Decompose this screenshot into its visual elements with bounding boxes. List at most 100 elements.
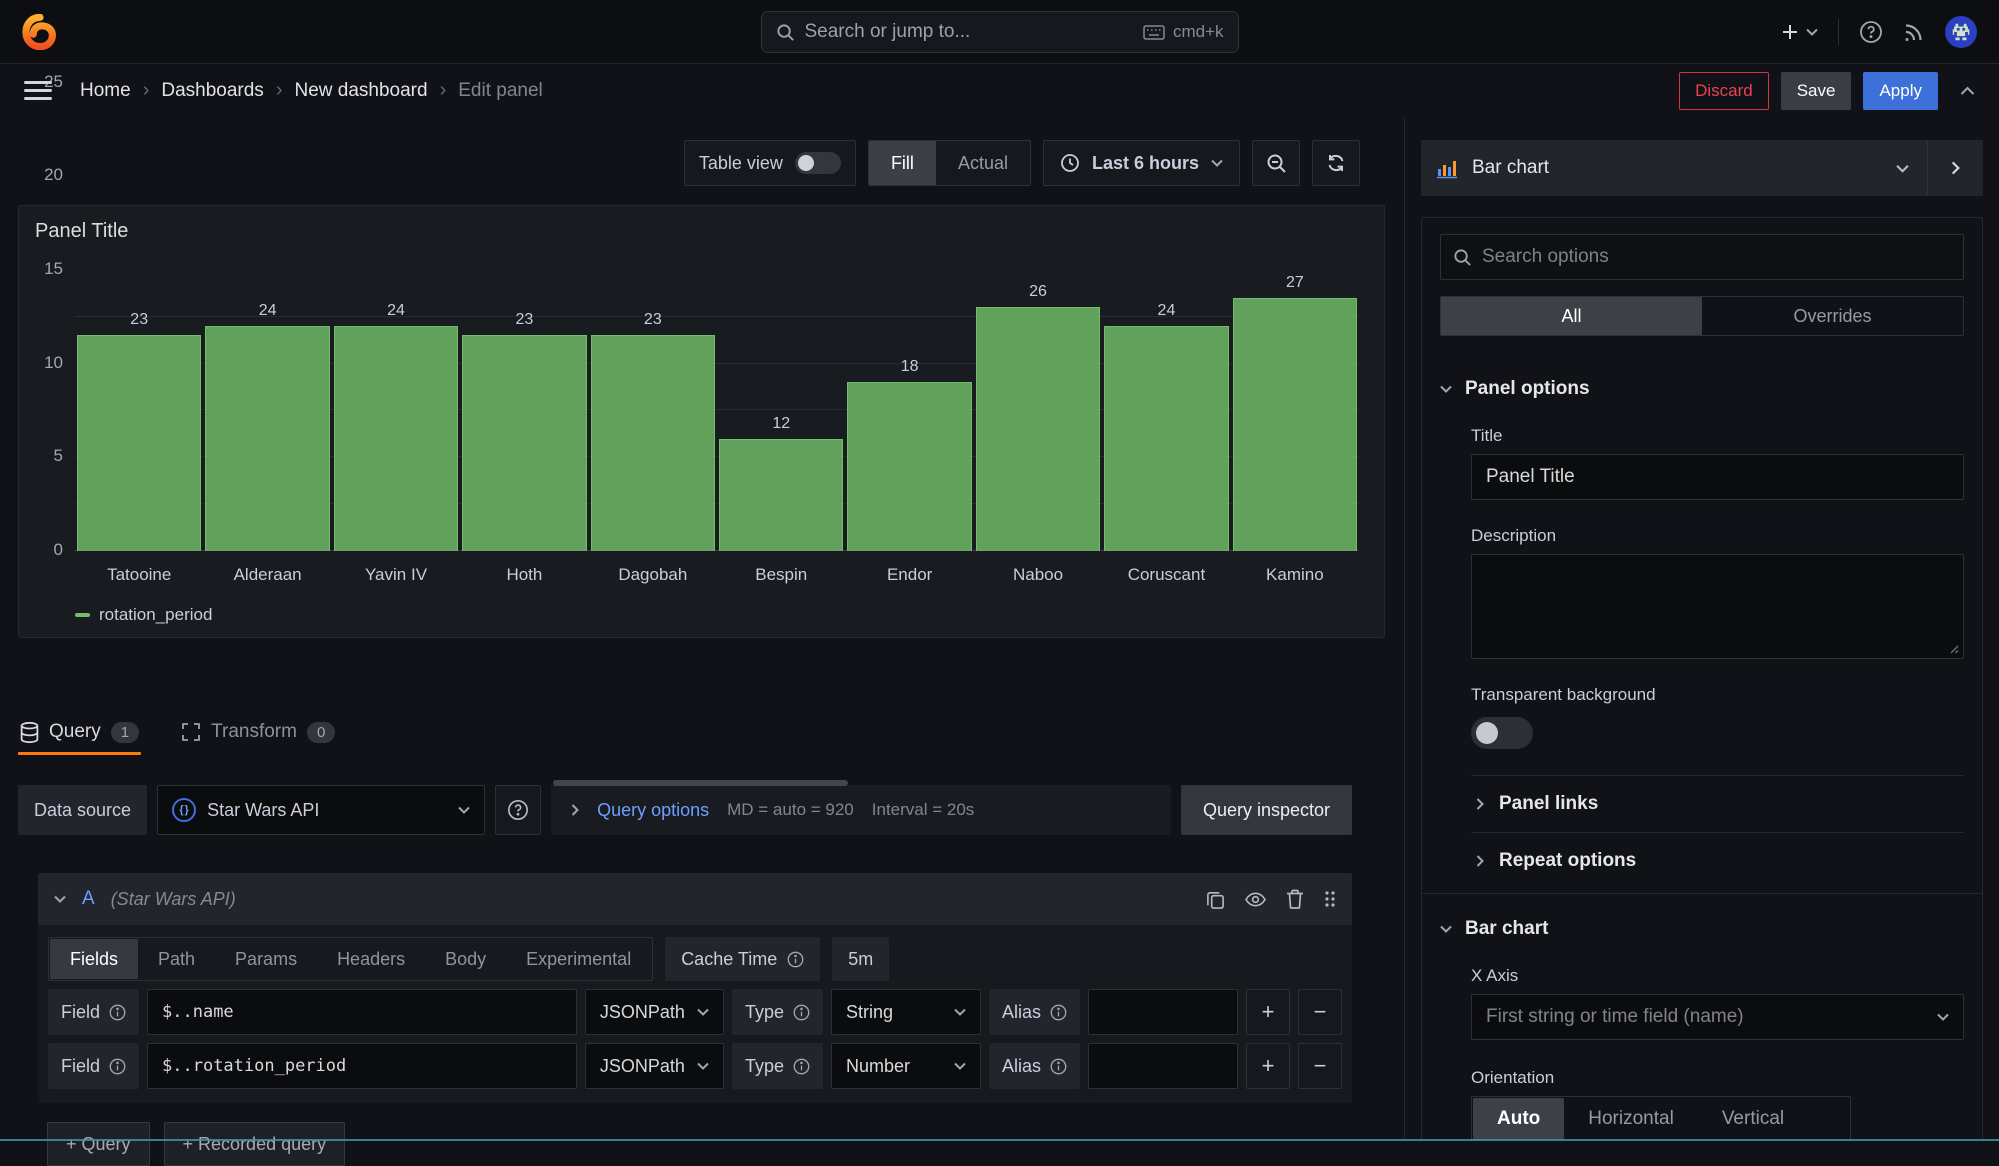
type-select[interactable]: Number bbox=[830, 1043, 981, 1089]
editor-tab-experimental[interactable]: Experimental bbox=[526, 948, 632, 969]
remove-field-button[interactable]: − bbox=[1298, 989, 1342, 1035]
menu-toggle-icon[interactable] bbox=[24, 76, 52, 105]
datasource-help-button[interactable] bbox=[495, 785, 542, 835]
user-avatar[interactable] bbox=[1945, 15, 1977, 48]
bar-dagobah[interactable]: 23 bbox=[590, 311, 716, 551]
refresh-button[interactable] bbox=[1312, 140, 1360, 186]
panel-links-section[interactable]: Panel links bbox=[1471, 776, 1964, 832]
chevron-right-icon[interactable] bbox=[571, 804, 579, 816]
global-search-input[interactable]: Search or jump to... cmd+k bbox=[760, 11, 1239, 53]
drag-handle-icon[interactable] bbox=[1324, 890, 1336, 908]
active-tab-underline bbox=[18, 752, 142, 755]
add-new-button[interactable] bbox=[1780, 22, 1818, 42]
bar-naboo[interactable]: 26 bbox=[975, 283, 1101, 551]
jsonpath-expression-input[interactable]: $..name bbox=[147, 989, 577, 1035]
editor-tab-path[interactable]: Path bbox=[158, 948, 196, 969]
display-mode-actual[interactable]: Actual bbox=[957, 152, 1008, 173]
alias-input[interactable] bbox=[1088, 1043, 1238, 1089]
add-field-button[interactable]: + bbox=[1246, 989, 1290, 1035]
viz-name: Bar chart bbox=[1472, 157, 1550, 178]
visualization-picker[interactable]: Bar chart bbox=[1421, 140, 1983, 196]
display-mode-fill[interactable]: Fill bbox=[868, 141, 936, 185]
bar-chart-icon bbox=[1435, 156, 1459, 180]
tab-count-badge: 1 bbox=[110, 721, 140, 743]
time-range-picker[interactable]: Last 6 hours bbox=[1042, 140, 1240, 186]
breadcrumb-item-new-dashboard[interactable]: New dashboard bbox=[294, 79, 428, 101]
type-select[interactable]: String bbox=[830, 989, 981, 1035]
bar-kamino[interactable]: 27 bbox=[1232, 274, 1358, 551]
description-textarea[interactable] bbox=[1471, 554, 1964, 659]
chevron-down-icon bbox=[697, 1008, 709, 1016]
delete-query-trash-icon[interactable] bbox=[1286, 889, 1304, 909]
zoom-out-button[interactable] bbox=[1252, 140, 1300, 186]
language-select[interactable]: JSONPath bbox=[584, 989, 724, 1035]
tab-transform[interactable]: Transform 0 bbox=[179, 721, 337, 755]
bar-yavin-iv[interactable]: 24 bbox=[333, 302, 459, 551]
language-select[interactable]: JSONPath bbox=[584, 1043, 724, 1089]
filter-tab-all[interactable]: All bbox=[1441, 297, 1702, 335]
breadcrumb-separator: › bbox=[439, 79, 447, 101]
panel-options-section-header[interactable]: Panel options bbox=[1440, 378, 1964, 400]
info-icon bbox=[1050, 1058, 1067, 1075]
transparent-background-toggle[interactable] bbox=[1471, 717, 1533, 749]
editor-tab-body[interactable]: Body bbox=[445, 948, 487, 969]
bar-alderaan[interactable]: 24 bbox=[205, 302, 330, 551]
cache-time-button[interactable]: Cache Time bbox=[665, 937, 821, 981]
editor-tab-group: Fields Path Params Headers Body Experimental bbox=[48, 937, 654, 981]
breadcrumb-bar: Home › Dashboards › New dashboard › Edit panel… bbox=[0, 64, 1999, 117]
grafana-logo-icon[interactable] bbox=[22, 13, 58, 50]
breadcrumb-item-home[interactable]: Home bbox=[80, 79, 131, 101]
search-options-input[interactable]: Search options bbox=[1440, 234, 1964, 280]
horizontal-scrollbar[interactable] bbox=[553, 780, 848, 786]
edit-panel-preview[interactable]: Panel Title 0 5 10 15 20 25 23 24 24 23 23 12 18 26 24… bbox=[18, 72, 1385, 638]
bar-bespin[interactable]: 12 bbox=[719, 415, 844, 551]
cache-time-value[interactable]: 5m bbox=[832, 937, 890, 981]
field-label: Field bbox=[48, 1043, 140, 1089]
collapse-header-icon[interactable] bbox=[1960, 86, 1975, 96]
chart-legend[interactable]: rotation_period bbox=[75, 605, 212, 625]
disable-query-eye-icon[interactable] bbox=[1245, 891, 1266, 907]
editor-tab-fields[interactable]: Fields bbox=[50, 939, 139, 979]
chevron-down-icon bbox=[1440, 385, 1452, 393]
repeat-options-section[interactable]: Repeat options bbox=[1471, 833, 1964, 889]
xaxis-select[interactable]: First string or time field (name) bbox=[1471, 994, 1964, 1040]
editor-tabs-row: Fields Path Params Headers Body Experimental … bbox=[48, 937, 1352, 981]
resize-handle-icon[interactable] bbox=[1948, 643, 1959, 654]
apply-button[interactable]: Apply bbox=[1863, 71, 1938, 110]
gridline: 15 bbox=[44, 259, 1359, 411]
panel-title-input[interactable]: Panel Title bbox=[1471, 454, 1964, 500]
alias-input[interactable] bbox=[1088, 989, 1238, 1035]
chevron-down-icon[interactable] bbox=[54, 895, 66, 903]
editor-tab-params[interactable]: Params bbox=[235, 948, 298, 969]
tab-query[interactable]: Query 1 bbox=[18, 721, 142, 755]
table-view-toggle[interactable] bbox=[794, 152, 841, 174]
add-field-button[interactable]: + bbox=[1246, 1043, 1290, 1089]
duplicate-query-icon[interactable] bbox=[1206, 890, 1225, 909]
bar-coruscant[interactable]: 24 bbox=[1104, 302, 1229, 551]
alias-label-text: Alias bbox=[1001, 1055, 1041, 1076]
breadcrumb-item-edit-panel[interactable]: Edit panel bbox=[458, 79, 543, 101]
news-rss-icon[interactable] bbox=[1903, 21, 1925, 43]
bar-hoth[interactable]: 23 bbox=[462, 311, 587, 551]
discard-button[interactable]: Discard bbox=[1679, 71, 1769, 110]
orientation-auto[interactable]: Auto bbox=[1473, 1098, 1565, 1140]
save-button[interactable]: Save bbox=[1780, 71, 1852, 110]
query-inspector-button[interactable]: Query inspector bbox=[1180, 785, 1352, 835]
datasource-picker[interactable]: { } Star Wars API bbox=[157, 785, 486, 835]
query-row-header[interactable]: A (Star Wars API) bbox=[38, 873, 1352, 925]
orientation-vertical[interactable]: Vertical bbox=[1721, 1108, 1785, 1129]
bar-endor[interactable]: 18 bbox=[847, 358, 972, 551]
jsonpath-expression-input[interactable]: $..rotation_period bbox=[147, 1043, 577, 1089]
add-button-recordedquery[interactable]: + Recorded query bbox=[163, 1122, 346, 1166]
help-icon[interactable] bbox=[1859, 20, 1883, 44]
editor-tab-headers[interactable]: Headers bbox=[337, 948, 406, 969]
viz-expand-button[interactable] bbox=[1927, 140, 1983, 196]
filter-tab-overrides[interactable]: Overrides bbox=[1793, 305, 1872, 326]
add-button-query[interactable]: + Query bbox=[47, 1122, 150, 1166]
bar-tatooine[interactable]: 23 bbox=[77, 311, 202, 551]
remove-field-button[interactable]: − bbox=[1298, 1043, 1342, 1089]
bar-chart-section-header[interactable]: Bar chart bbox=[1440, 918, 1964, 940]
query-options-link[interactable]: Query options bbox=[597, 799, 710, 820]
orientation-horizontal[interactable]: Horizontal bbox=[1588, 1108, 1674, 1129]
breadcrumb-item-dashboards[interactable]: Dashboards bbox=[161, 79, 264, 101]
